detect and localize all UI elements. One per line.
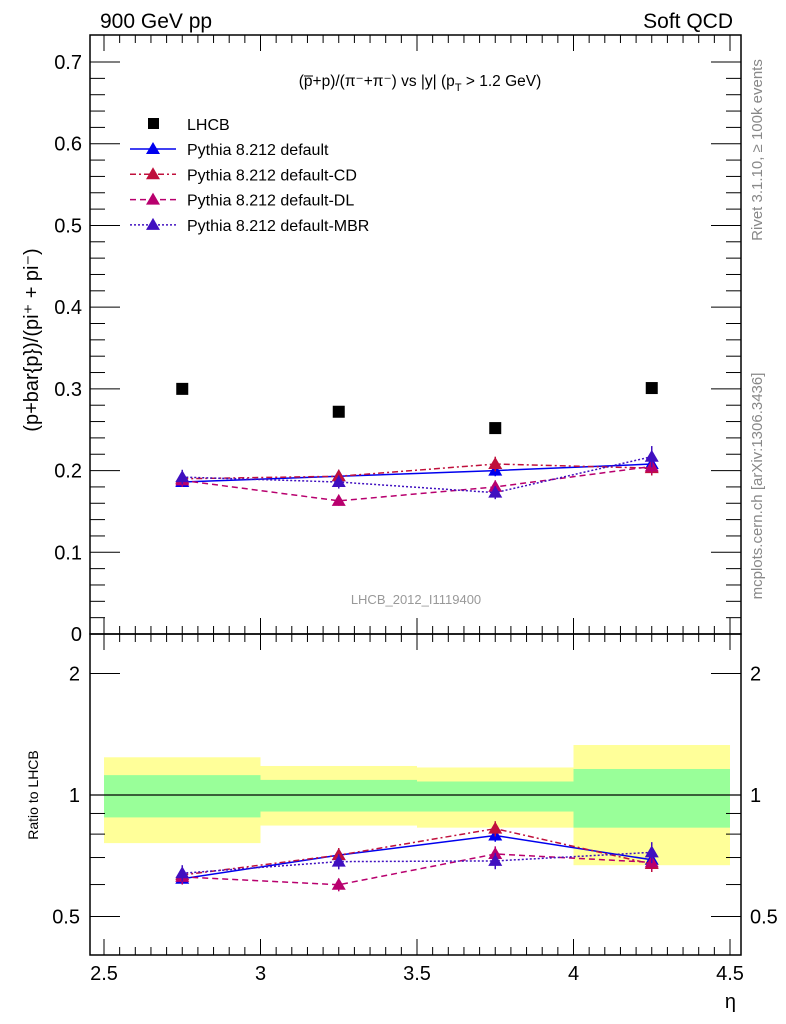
ratio-band-stat [573, 768, 730, 828]
x-axis-label: η [725, 991, 736, 1013]
legend-marker [146, 192, 160, 205]
header-right: Soft QCD [643, 10, 733, 33]
plot-title: (p̅+p)/(π⁻+π⁻) vs |y| (pT > 1.2 GeV) [299, 73, 542, 94]
ratio-tick-label: 1 [69, 785, 80, 807]
series-point [331, 493, 346, 506]
legend-marker [146, 167, 160, 180]
series-point [488, 457, 503, 470]
y-tick-label: 0.3 [54, 379, 82, 401]
legend-label: Pythia 8.212 default-DL [187, 193, 354, 210]
series-point [331, 475, 346, 488]
y-tick-label: 0 [71, 624, 82, 646]
ratio-bands [104, 745, 730, 866]
ratio-point [175, 866, 190, 879]
ratio-point [644, 845, 659, 858]
ratio-tick-label-right: 2 [750, 664, 761, 686]
axes: 2.5 3 3.5 4 4.5 0 0.1 0.2 0.3 0.4 0.5 0.6 0.7 0.5 0.5 1… [52, 34, 778, 985]
lhcb-data-point [645, 382, 658, 395]
mcplots-ref: mcplots.cern.ch [arXiv:1306.3436] [749, 373, 766, 600]
legend-label: Pythia 8.212 default-CD [187, 167, 357, 184]
series-point [175, 470, 190, 483]
ratio-band-stat [104, 775, 261, 818]
ratio-tick-label: 0.5 [52, 907, 80, 929]
y-tick-label: 0.5 [54, 215, 82, 237]
legend-label: Pythia 8.212 default [187, 142, 329, 159]
y-tick-label: 0.1 [54, 542, 82, 564]
lhcb-data-point [332, 405, 345, 418]
ratio-point [331, 877, 346, 890]
rivet-version: Rivet 3.1.10, ≥ 100k events [749, 59, 766, 241]
data-marks [175, 382, 659, 892]
legend-marker [148, 118, 159, 129]
ratio-y-axis-label: Ratio to LHCB [25, 750, 41, 839]
ratio-tick-label-right: 1 [750, 785, 761, 807]
ratio-series-line [182, 853, 652, 886]
legend: Pythia 8.212 default Pythia 8.212 default… [130, 117, 369, 235]
y-tick-label: 0.4 [54, 297, 82, 319]
y-tick-label: 0.6 [54, 134, 82, 156]
ratio-series-line [182, 834, 652, 880]
ratio-series-line [182, 827, 652, 876]
ratio-point [331, 848, 346, 861]
series-line [182, 463, 652, 483]
x-tick-label: 4.5 [716, 963, 744, 985]
ratio-band-stat [417, 781, 574, 812]
ratio-point [331, 854, 346, 867]
y-tick-label: 0.7 [54, 52, 82, 74]
legend-marker [146, 142, 160, 154]
legend-marker [146, 217, 160, 230]
legend-label: Pythia 8.212 default-MBR [187, 218, 369, 235]
lhcb-data-point [176, 382, 189, 395]
ratio-tick-label: 2 [69, 664, 80, 686]
ratio-point [488, 846, 503, 859]
header-left: 900 GeV pp [100, 10, 212, 33]
series-line [182, 455, 652, 494]
series-point [488, 485, 503, 498]
analysis-id: LHCB_2012_I1119400 [351, 592, 481, 607]
ratio-point [488, 853, 503, 866]
x-tick-label: 4 [568, 963, 579, 985]
ratio-point [488, 821, 503, 834]
y-tick-label: 0.2 [54, 461, 82, 483]
ratio-tick-label-right: 0.5 [750, 907, 778, 929]
lhcb-data-point [489, 422, 502, 435]
ratio-band-stat [260, 779, 417, 812]
y-axis-label: (p+bar{p})/(pi⁺ + pi⁻) [21, 248, 43, 431]
x-tick-label: 3.5 [403, 963, 431, 985]
x-tick-label: 2.5 [90, 963, 118, 985]
series-line [182, 465, 652, 502]
legend-label: LHCB [187, 117, 230, 134]
series-point [644, 449, 659, 462]
x-tick-label: 3 [255, 963, 266, 985]
